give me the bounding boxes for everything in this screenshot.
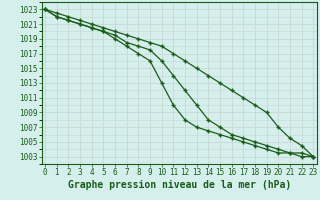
X-axis label: Graphe pression niveau de la mer (hPa): Graphe pression niveau de la mer (hPa) [68,180,291,190]
